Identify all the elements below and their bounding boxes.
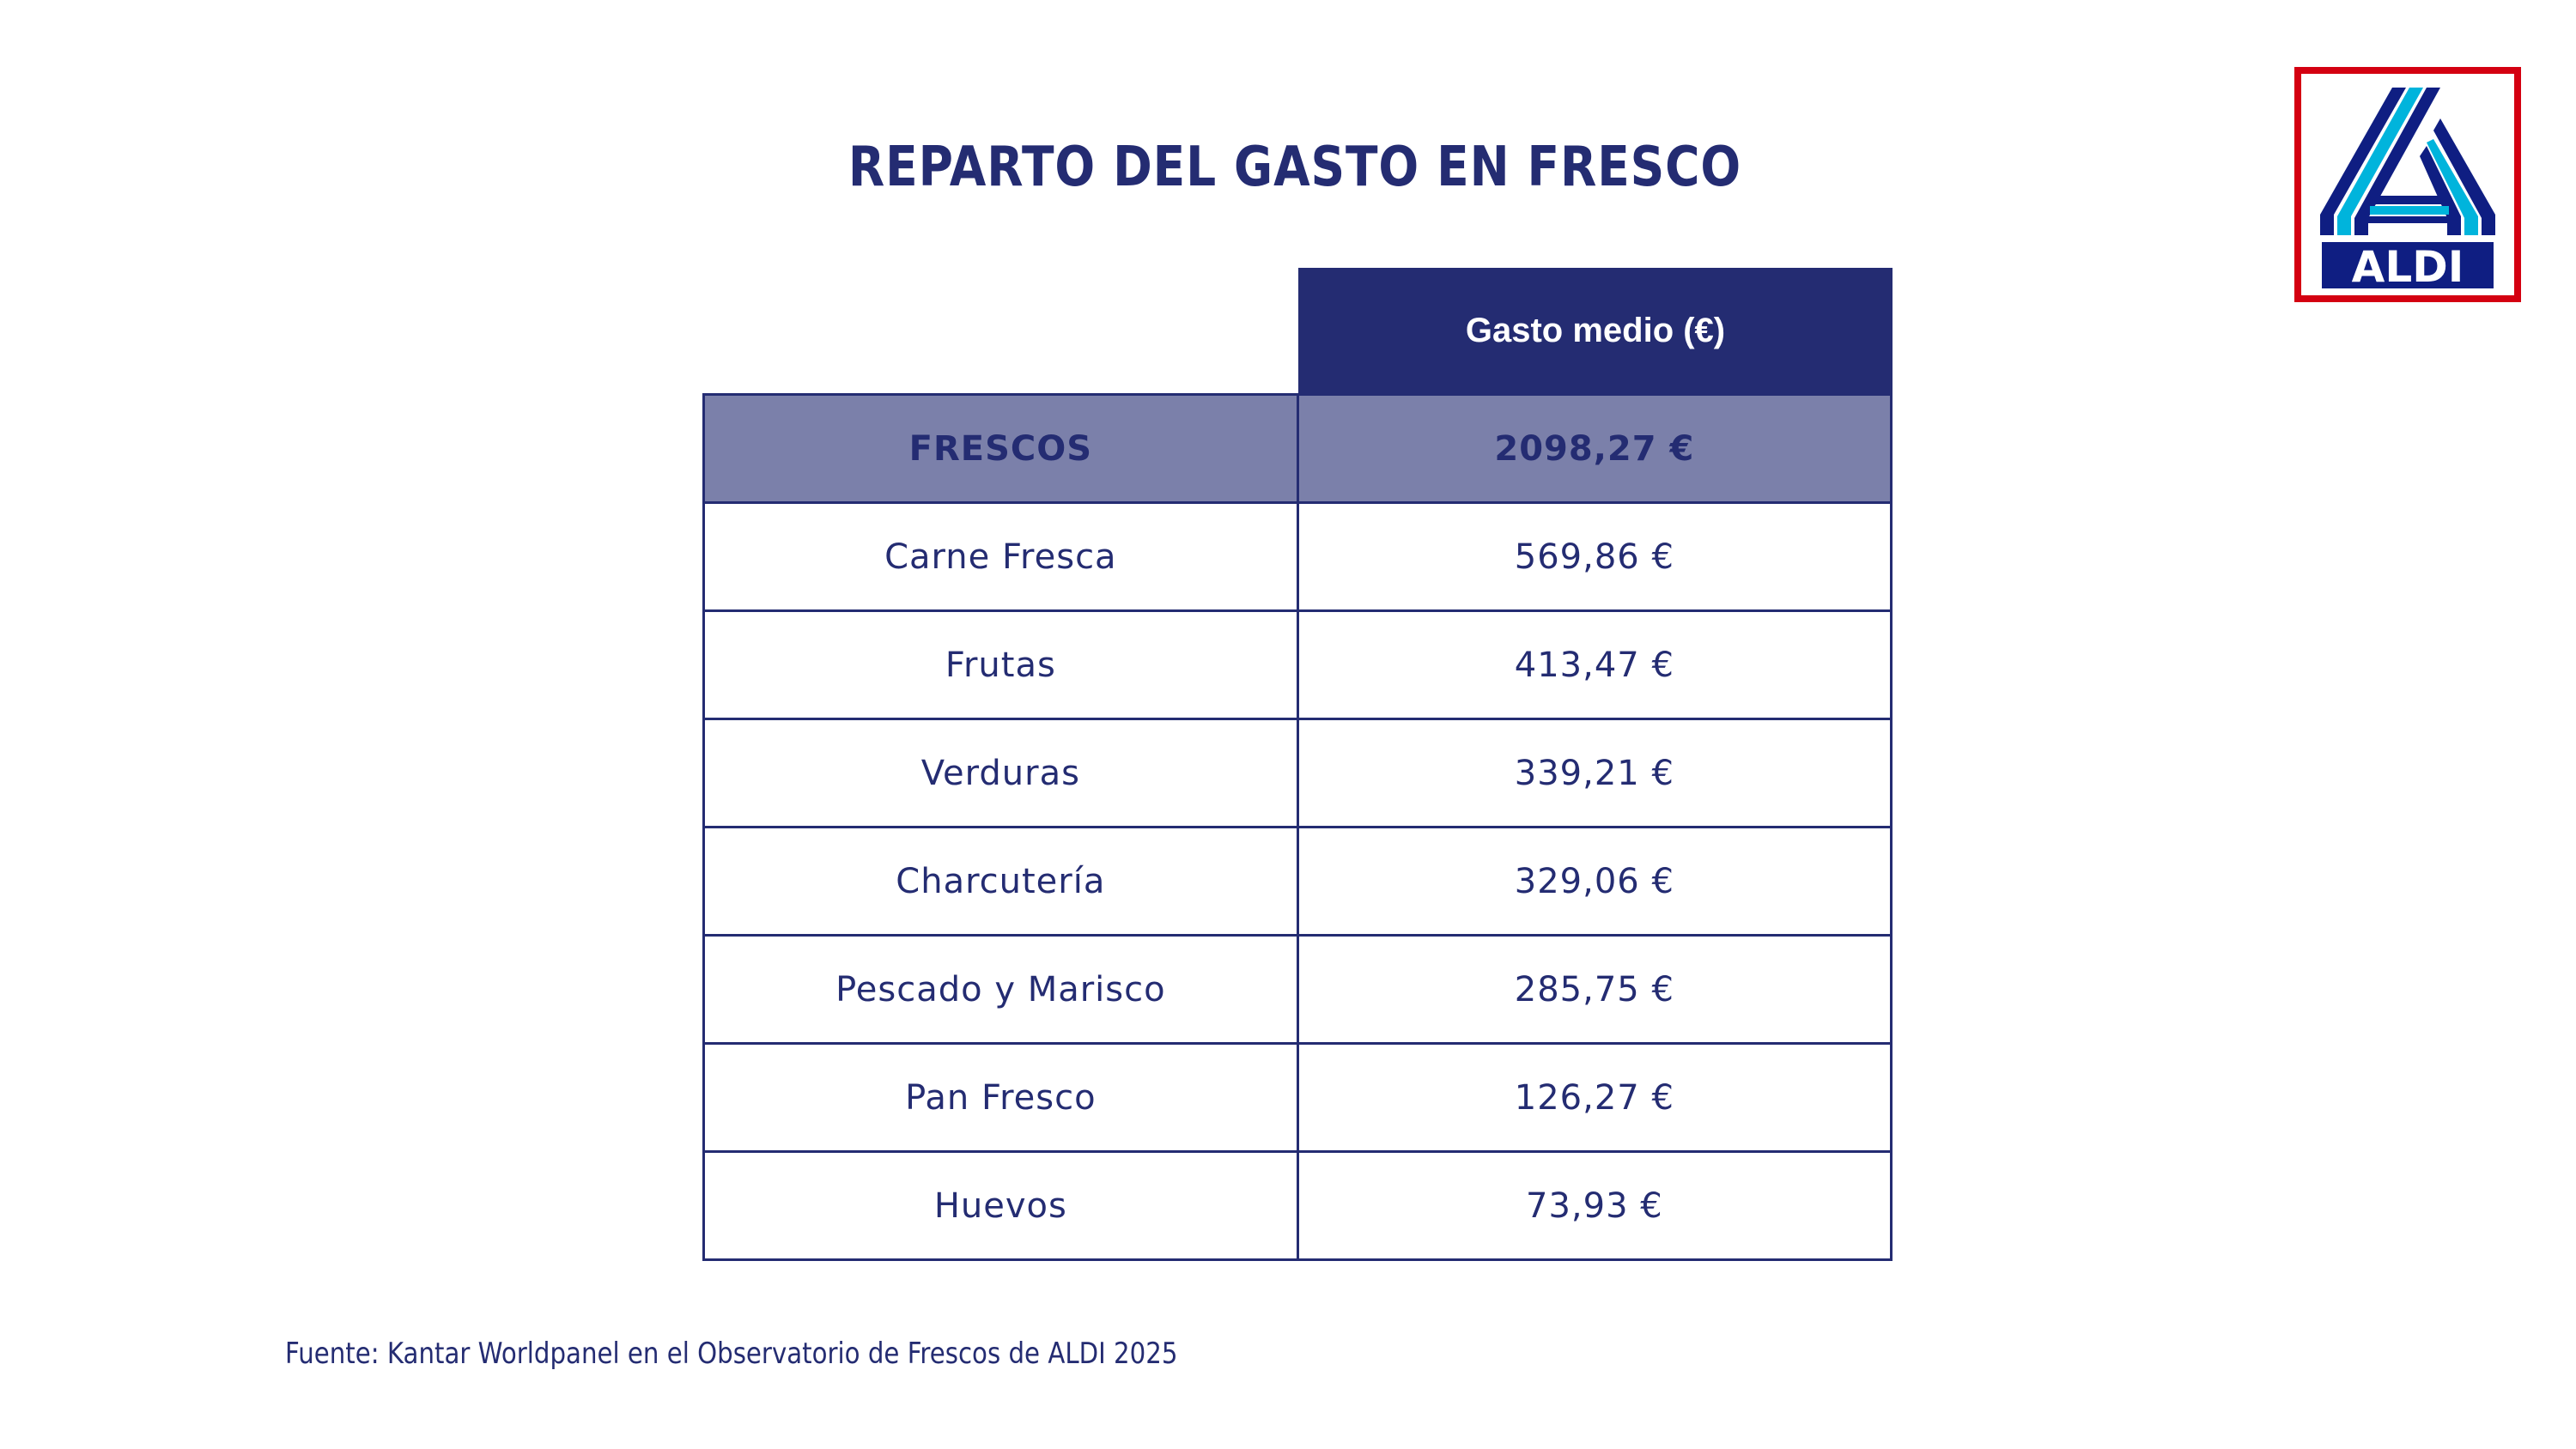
column-header-gasto-medio: Gasto medio (€)	[1298, 268, 1893, 393]
logo-text: ALDI	[2352, 242, 2464, 292]
table-row: Frutas 413,47 €	[702, 609, 1893, 720]
column-header-label: Gasto medio (€)	[1465, 311, 1726, 349]
row-value: 285,75 €	[1296, 934, 1893, 1045]
table-row-total: FRESCOS 2098,27 €	[702, 393, 1893, 504]
row-value: 2098,27 €	[1296, 393, 1893, 504]
table-row: Verduras 339,21 €	[702, 718, 1893, 828]
row-label: Charcutería	[702, 826, 1299, 937]
table-row: Pan Fresco 126,27 €	[702, 1042, 1893, 1153]
row-value: 413,47 €	[1296, 609, 1893, 720]
row-label: Huevos	[702, 1150, 1299, 1261]
row-label: Verduras	[702, 718, 1299, 828]
table-row: Pescado y Marisco 285,75 €	[702, 934, 1893, 1045]
row-value: 126,27 €	[1296, 1042, 1893, 1153]
table-row: Huevos 73,93 €	[702, 1150, 1893, 1261]
row-value: 339,21 €	[1296, 718, 1893, 828]
row-value: 329,06 €	[1296, 826, 1893, 937]
row-value: 569,86 €	[1296, 501, 1893, 612]
aldi-logo-icon: ALDI	[2294, 67, 2521, 302]
table-row: Charcutería 329,06 €	[702, 826, 1893, 937]
row-label: Pescado y Marisco	[702, 934, 1299, 1045]
row-value: 73,93 €	[1296, 1150, 1893, 1261]
page-title: REPARTO DEL GASTO EN FRESCO	[848, 136, 1742, 199]
row-label: FRESCOS	[702, 393, 1299, 504]
row-label: Pan Fresco	[702, 1042, 1299, 1153]
row-label: Frutas	[702, 609, 1299, 720]
source-footnote: Fuente: Kantar Worldpanel en el Observat…	[285, 1337, 1178, 1371]
row-label: Carne Fresca	[702, 501, 1299, 612]
table-row: Carne Fresca 569,86 €	[702, 501, 1893, 612]
spending-table: FRESCOS 2098,27 € Carne Fresca 569,86 € …	[702, 393, 1893, 1261]
